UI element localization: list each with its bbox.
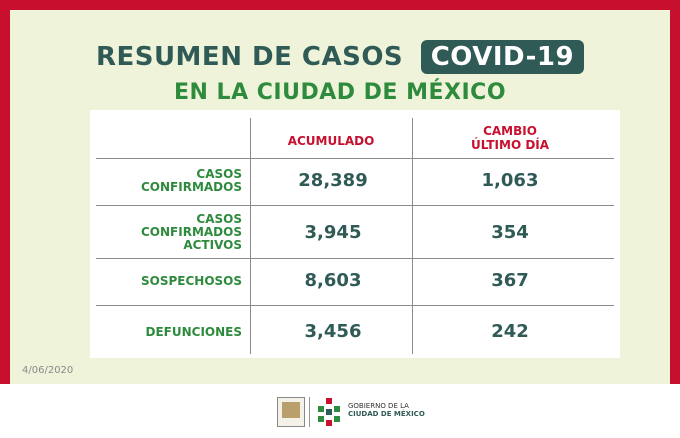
footer-divider (309, 397, 310, 427)
row-label-line: CASOS (196, 167, 242, 181)
value-change-suspected: 367 (491, 270, 529, 291)
row-divider (96, 158, 614, 159)
summary-table: ACUMULADO CAMBIO ÚLTIMO DÍA CASOS CONFIR… (90, 110, 620, 358)
value-accumulated-confirmed: 28,389 (298, 170, 368, 191)
government-label: GOBIERNO DE LA CIUDAD DE MÉXICO (348, 402, 425, 418)
header-accumulated: ACUMULADO (287, 134, 375, 148)
value-accumulated-active: 3,945 (304, 222, 362, 243)
report-date: 4/06/2020 (22, 365, 74, 376)
value-change-deaths: 242 (491, 321, 529, 342)
row-label-line: ACTIVOS (183, 238, 242, 252)
coat-of-arms-icon (277, 397, 305, 427)
row-divider (96, 305, 614, 306)
footer: GOBIERNO DE LA CIUDAD DE MÉXICO (0, 395, 680, 429)
header-change-line2: ÚLTIMO DÍA (470, 138, 550, 152)
title-main: RESUMEN DE CASOS (95, 42, 404, 72)
gov-line2: CIUDAD DE MÉXICO (348, 410, 425, 418)
header-change-line1: CAMBIO (483, 124, 537, 138)
row-divider (96, 205, 614, 206)
row-label-deaths: DEFUNCIONES (96, 325, 243, 339)
row-label-line: CONFIRMADOS (141, 225, 242, 239)
gov-line1: GOBIERNO DE LA (348, 402, 409, 410)
column-divider (412, 118, 413, 354)
value-change-active: 354 (491, 222, 529, 243)
value-change-confirmed: 1,063 (481, 170, 539, 191)
row-label-suspected: SOSPECHOSOS (96, 275, 242, 288)
row-label-line: CASOS (196, 212, 242, 226)
header-change: CAMBIO ÚLTIMO DÍA (420, 124, 600, 152)
column-divider (250, 118, 251, 354)
value-accumulated-deaths: 3,456 (304, 321, 362, 342)
value-accumulated-suspected: 8,603 (304, 270, 362, 291)
row-label-active: CASOS CONFIRMADOS ACTIVOS (96, 213, 242, 252)
row-label-confirmed: CASOS CONFIRMADOS (96, 168, 242, 194)
row-label-line: CONFIRMADOS (141, 180, 242, 194)
content-panel: RESUMEN DE CASOS COVID-19 EN LA CIUDAD D… (10, 10, 670, 384)
row-divider (96, 258, 614, 259)
title: RESUMEN DE CASOS COVID-19 (10, 40, 670, 74)
row-label-line: DEFUNCIONES (145, 325, 243, 339)
subtitle: EN LA CIUDAD DE MÉXICO (173, 80, 507, 105)
covid-badge: COVID-19 (420, 40, 585, 74)
row-label-line: SOSPECHOSOS (140, 274, 242, 288)
cdmx-logo-icon (318, 398, 340, 426)
